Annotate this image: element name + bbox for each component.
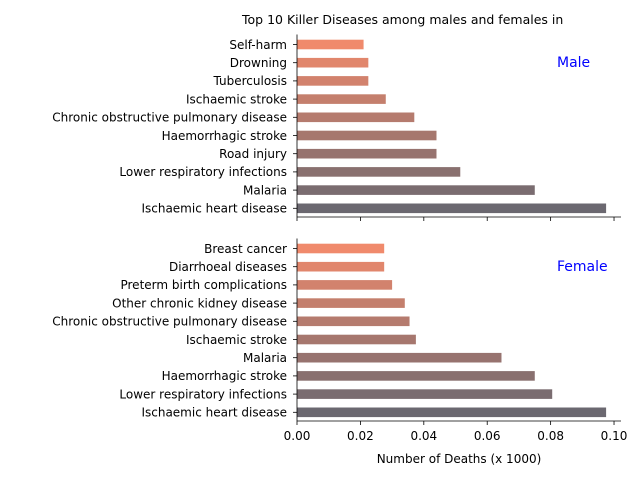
bar — [297, 130, 437, 141]
panel-female: Breast cancer Diarrhoeal diseases Preterm … — [52, 238, 621, 422]
x-tick-label: 0.02 — [347, 429, 374, 443]
bar — [297, 57, 369, 68]
bar — [297, 407, 607, 418]
category-label: Chronic obstructive pulmonary disease — [52, 111, 287, 125]
category-label: Malaria — [243, 183, 287, 197]
category-label: Road injury — [219, 147, 287, 161]
category-label: Drowning — [230, 56, 287, 70]
bar — [297, 203, 607, 214]
bar — [297, 112, 415, 123]
category-label: Haemorrhagic stroke — [162, 369, 287, 383]
category-label: Chronic obstructive pulmonary disease — [52, 315, 287, 329]
category-label: Breast cancer — [204, 242, 287, 256]
category-label: Tuberculosis — [213, 74, 288, 88]
chart-panels: Self-harm Drowning Tuberculosis Ischaemic s… — [52, 34, 621, 422]
x-axis: 0.00 0.02 0.04 0.06 0.08 0.10 — [284, 217, 628, 443]
panel-label-female: Female — [557, 259, 608, 275]
bar — [297, 243, 385, 254]
bar — [297, 76, 369, 86]
category-label: Ischaemic heart disease — [141, 406, 287, 420]
x-tick-label: 0.00 — [284, 429, 311, 443]
category-label: Other chronic kidney disease — [112, 296, 287, 310]
bar — [297, 280, 393, 290]
category-label: Lower respiratory infections — [119, 165, 287, 179]
category-label: Preterm birth complications — [120, 278, 287, 292]
bar — [297, 334, 416, 345]
x-tick-label: 0.04 — [410, 429, 437, 443]
bar — [297, 167, 461, 177]
bar — [297, 352, 502, 363]
bar — [297, 298, 405, 308]
category-label: Ischaemic stroke — [186, 92, 287, 106]
panel-male: Self-harm Drowning Tuberculosis Ischaemic s… — [52, 34, 621, 218]
category-label: Haemorrhagic stroke — [162, 129, 287, 143]
bar — [297, 389, 553, 399]
bar — [297, 148, 437, 159]
bar — [297, 39, 364, 50]
bar — [297, 316, 410, 327]
bar — [297, 371, 535, 381]
bar — [297, 261, 385, 272]
bar — [297, 94, 386, 104]
x-axis-label: Number of Deaths (x 1000) — [377, 452, 542, 466]
panel-label-male: Male — [557, 55, 590, 71]
bar — [297, 185, 535, 195]
x-tick-label: 0.10 — [601, 429, 628, 443]
category-label: Malaria — [243, 351, 287, 365]
category-label: Self-harm — [229, 38, 287, 52]
category-label: Ischaemic heart disease — [141, 202, 287, 216]
x-tick-label: 0.08 — [537, 429, 564, 443]
chart-title: Top 10 Killer Diseases among males and f… — [241, 12, 563, 27]
x-tick-label: 0.06 — [474, 429, 501, 443]
category-label: Lower respiratory infections — [119, 387, 287, 401]
category-label: Diarrhoeal diseases — [169, 260, 287, 274]
category-label: Ischaemic stroke — [186, 333, 287, 347]
